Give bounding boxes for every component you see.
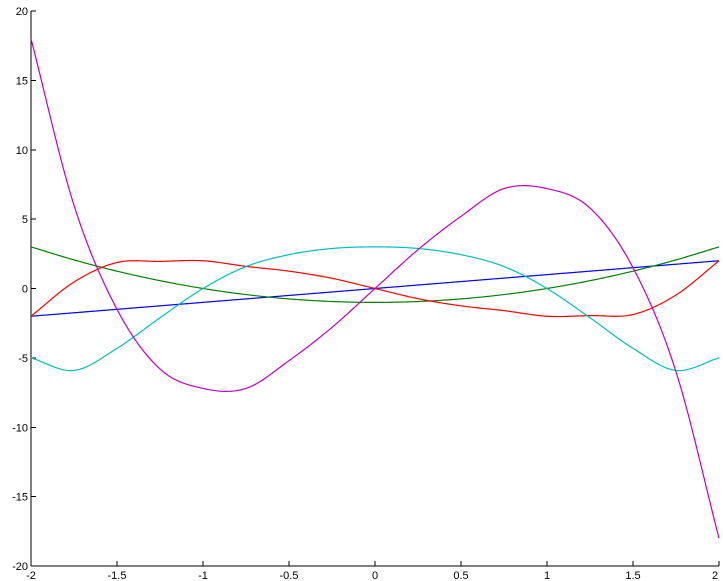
series-line-4 (30, 246, 720, 372)
y-tick-label: -5 (18, 353, 28, 365)
y-ticks: -20 -15 -10 -5 0 5 10 15 20 (12, 6, 36, 573)
y-tick-label: -15 (12, 492, 28, 504)
y-tick-label: 5 (22, 214, 28, 226)
x-tick-label: -2 (26, 570, 36, 581)
series-line-2 (30, 246, 720, 303)
series-line-5 (30, 38, 720, 539)
x-tick-label: -0.5 (280, 570, 299, 581)
x-tick-label: -1.5 (108, 570, 127, 581)
y-tick-label: -20 (12, 561, 28, 573)
y-tick-label: 0 (22, 284, 28, 296)
x-tick-label: 0.5 (453, 570, 468, 581)
x-tick-label: 1.5 (625, 570, 640, 581)
y-tick-label: 10 (16, 145, 28, 157)
y-tick-label: -10 (12, 422, 28, 434)
x-tick-label: 2 (712, 570, 718, 581)
x-tick-label: 1 (544, 570, 550, 581)
x-ticks: -2 -1.5 -1 -0.5 0 0.5 1 1.5 2 (26, 561, 720, 581)
x-tick-label: 0 (372, 570, 378, 581)
x-tick-label: -1 (198, 570, 208, 581)
plot-series (30, 38, 720, 539)
y-tick-label: 15 (16, 75, 28, 87)
y-tick-label: 20 (16, 6, 28, 18)
